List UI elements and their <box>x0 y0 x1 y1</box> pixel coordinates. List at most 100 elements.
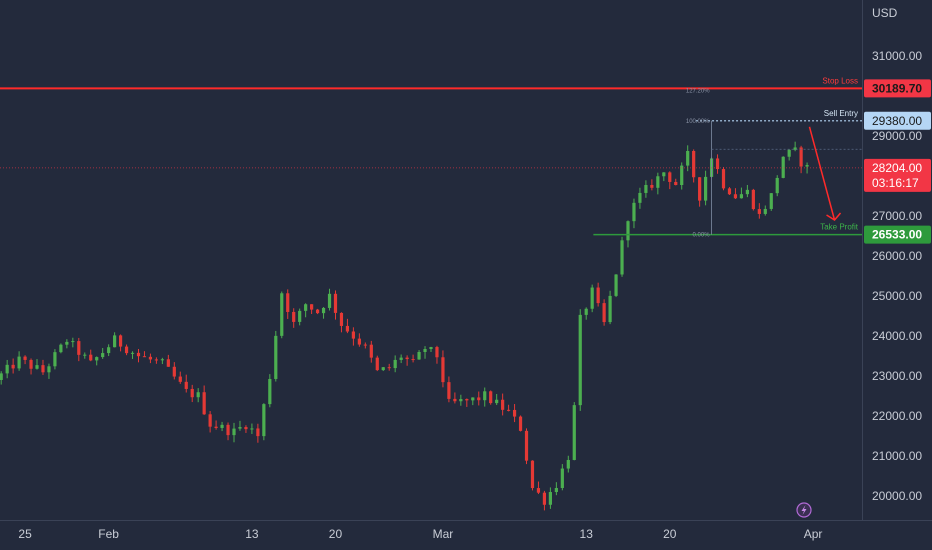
candle-body <box>745 189 749 195</box>
candle-body <box>512 409 517 417</box>
candle-body <box>698 177 702 201</box>
time-tick-label: 20 <box>663 527 677 541</box>
candle-body <box>95 357 99 361</box>
candle-body <box>596 287 600 304</box>
candle-body <box>0 373 3 380</box>
candle-body <box>572 405 576 460</box>
candle-body <box>715 158 720 170</box>
price-tick-label: 22000.00 <box>872 409 922 423</box>
time-axis[interactable]: 25 Feb 13 20 Mar 13 20 Apr <box>18 527 822 541</box>
candle-body <box>686 150 690 166</box>
candle-body <box>608 295 612 323</box>
take-profit-price-value: 26533.00 <box>872 228 922 242</box>
candle-body <box>232 428 236 436</box>
candle-body <box>536 488 541 493</box>
price-tick-label: 21000.00 <box>872 449 922 463</box>
candle-body <box>620 240 624 275</box>
candle-body <box>769 193 773 209</box>
time-tick-label: 13 <box>245 527 259 541</box>
candle-body <box>435 347 439 358</box>
candle-body <box>375 357 379 371</box>
candle-body <box>208 414 212 427</box>
candlestick-series <box>0 141 809 511</box>
candle-body <box>662 172 666 177</box>
candle-body <box>542 492 547 505</box>
candle-body <box>680 165 684 186</box>
candle-body <box>453 398 457 402</box>
candle-body <box>160 359 164 361</box>
candle-body <box>339 312 344 326</box>
candle-body <box>65 341 69 345</box>
candle-body <box>321 307 326 314</box>
candle-body <box>250 428 254 430</box>
candle-body <box>447 382 451 399</box>
price-tick-label: 24000.00 <box>872 329 922 343</box>
candle-body <box>166 359 170 367</box>
candle-body <box>721 169 726 189</box>
candle-body <box>41 365 45 373</box>
candle-body <box>477 397 481 401</box>
candle-body <box>363 344 367 346</box>
candle-body <box>614 274 618 296</box>
candle-body <box>548 492 552 505</box>
candle-body <box>417 351 421 360</box>
candle-body <box>399 357 403 360</box>
price-axis[interactable]: 31000.00 29000.00 27000.00 26000.00 25000.00… <box>872 49 922 503</box>
current-price-value: 28204.00 <box>872 161 922 175</box>
candle-body <box>17 356 21 369</box>
candle-body <box>202 392 206 415</box>
candle-body <box>805 165 809 167</box>
candle-body <box>381 367 385 371</box>
time-tick-label: Feb <box>98 527 119 541</box>
candle-body <box>333 293 338 313</box>
price-tick-label: 23000.00 <box>872 369 922 383</box>
candle-body <box>483 391 487 401</box>
candle-body <box>787 149 791 157</box>
candle-body <box>524 430 529 461</box>
candle-body <box>327 293 332 308</box>
candle-body <box>130 352 135 354</box>
candle-body <box>495 399 499 404</box>
current-price-box <box>864 158 931 192</box>
candle-body <box>101 353 105 358</box>
candle-body <box>35 365 39 369</box>
candle-body <box>238 427 242 429</box>
candle-body <box>286 293 290 312</box>
time-tick-label: Mar <box>433 527 454 541</box>
candle-body <box>757 209 761 214</box>
candle-body <box>351 331 355 339</box>
candle-body <box>656 176 660 188</box>
candle-body <box>560 468 564 489</box>
candle-body <box>650 184 654 188</box>
currency-label: USD <box>872 6 898 20</box>
candle-body <box>668 172 672 182</box>
candle-body <box>11 364 15 369</box>
sell-entry-price-box <box>864 111 931 130</box>
candle-body <box>29 359 33 369</box>
stop-loss-price-box <box>864 79 931 98</box>
candle-body <box>274 335 278 379</box>
candle-body <box>304 304 308 311</box>
candle-body <box>590 287 594 309</box>
candle-body <box>244 427 248 430</box>
candle-body <box>584 308 588 315</box>
candle-body <box>178 376 182 382</box>
candle-body <box>89 354 93 361</box>
candle-body <box>489 391 493 404</box>
candle-body <box>107 347 111 354</box>
candle-body <box>727 188 732 195</box>
candle-body <box>411 359 415 361</box>
candle-body <box>196 392 200 398</box>
candle-body <box>781 156 785 178</box>
candle-body <box>733 194 738 199</box>
sell-entry-price-value: 29380.00 <box>872 114 922 128</box>
candle-body <box>518 416 523 431</box>
candle-body <box>256 428 260 437</box>
candle-body <box>190 388 194 398</box>
bar-countdown: 03:16:17 <box>872 176 919 190</box>
candle-body <box>357 338 361 345</box>
candle-body <box>113 335 117 348</box>
candle-body <box>172 366 176 377</box>
stop-loss-price-value: 30189.70 <box>872 81 922 95</box>
